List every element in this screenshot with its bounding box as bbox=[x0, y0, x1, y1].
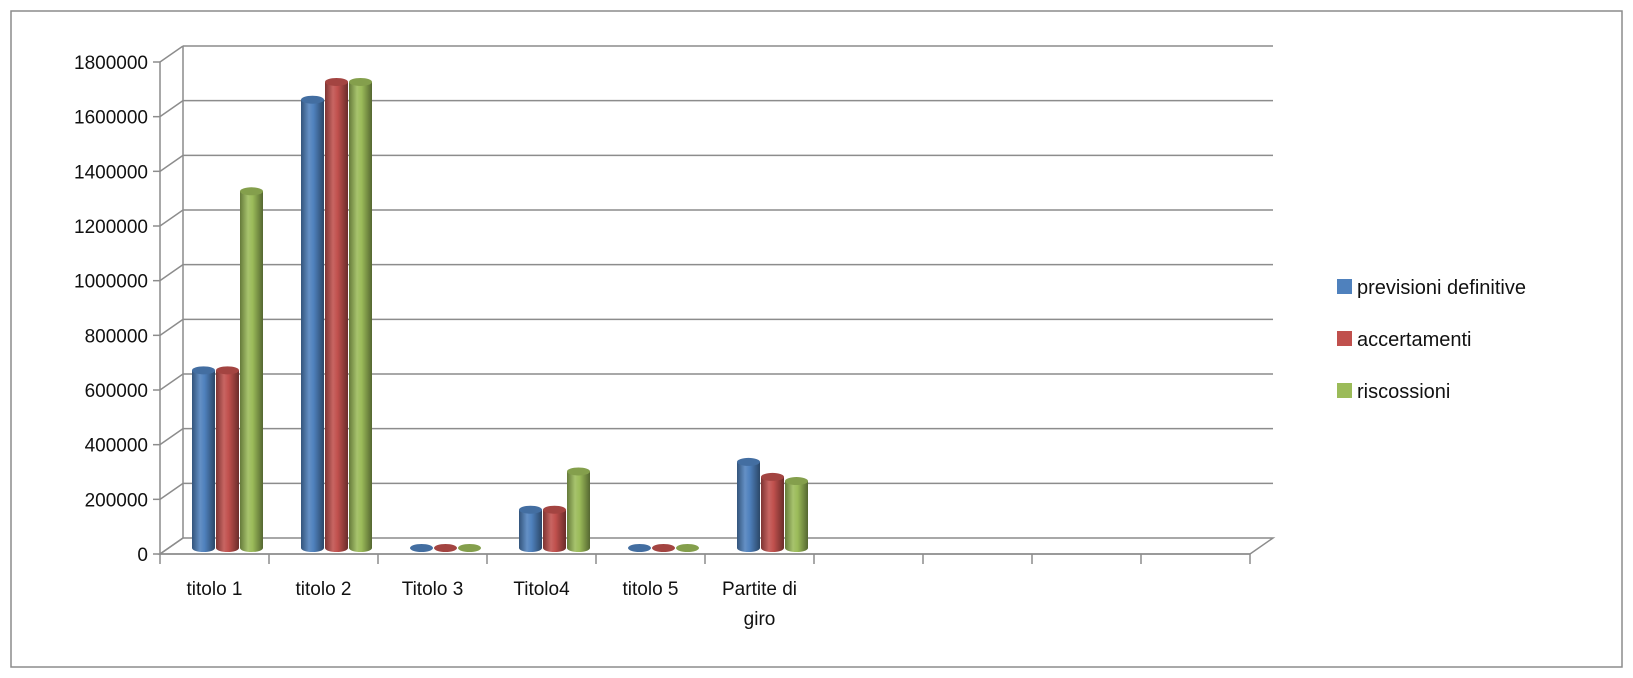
bar-previsioni-definitive-4 bbox=[628, 544, 651, 552]
y-tick-label: 1400000 bbox=[74, 162, 148, 183]
x-category-label: titolo 1 bbox=[187, 579, 243, 600]
bar-accertamenti-1 bbox=[325, 77, 348, 552]
bar-top bbox=[737, 457, 760, 466]
bar-body bbox=[519, 509, 542, 552]
bar-body bbox=[240, 191, 263, 553]
bar-body bbox=[567, 471, 590, 552]
bar-previsioni-definitive-2 bbox=[410, 544, 433, 552]
gridline-diagonal bbox=[159, 482, 184, 500]
gridline-diagonal bbox=[159, 318, 184, 336]
bar-top bbox=[543, 505, 566, 514]
y-tick-label: 800000 bbox=[85, 326, 148, 347]
y-tick-label: 400000 bbox=[85, 436, 148, 457]
bar-top bbox=[192, 366, 215, 375]
bar-top bbox=[761, 472, 784, 481]
legend-label: accertamenti bbox=[1357, 329, 1472, 351]
bar-riscossioni-3 bbox=[567, 467, 590, 552]
x-category-label: Partite di bbox=[722, 579, 797, 600]
bar-body bbox=[785, 481, 808, 552]
bar-riscossioni-0 bbox=[240, 187, 263, 553]
x-category-label: titolo 2 bbox=[296, 579, 352, 600]
legend-item: riscossioni bbox=[1337, 381, 1450, 403]
bar-body bbox=[325, 81, 348, 552]
bar-top bbox=[301, 95, 324, 104]
bar-top bbox=[216, 366, 239, 375]
bar-top bbox=[325, 77, 348, 86]
gridline-diagonal bbox=[159, 100, 184, 118]
legend-swatch bbox=[1337, 331, 1352, 346]
bar-accertamenti-5 bbox=[761, 472, 784, 552]
y-tick-label: 1000000 bbox=[74, 272, 148, 293]
bar-accertamenti-4 bbox=[652, 544, 675, 552]
legend-label: previsioni definitive bbox=[1357, 277, 1526, 299]
bar-top bbox=[434, 544, 457, 552]
gridline-diagonal bbox=[159, 209, 184, 227]
bar-top bbox=[240, 187, 263, 196]
legend-swatch bbox=[1337, 279, 1352, 294]
bar-accertamenti-2 bbox=[434, 544, 457, 552]
bar-previsioni-definitive-1 bbox=[301, 95, 324, 552]
bar-accertamenti-0 bbox=[216, 366, 239, 552]
axis-labels: 0 200000 400000 600000 800000 1000000 1200000 1… bbox=[74, 53, 797, 630]
gridline-diagonal bbox=[159, 373, 184, 391]
y-tick-label: 1800000 bbox=[74, 53, 148, 74]
x-category-label: giro bbox=[744, 609, 776, 630]
y-tick-label: 1600000 bbox=[74, 108, 148, 129]
x-category-label: titolo 5 bbox=[623, 579, 679, 600]
bar-top bbox=[458, 544, 481, 552]
legend-swatch bbox=[1337, 383, 1352, 398]
bar-top bbox=[652, 544, 675, 552]
gridline-diagonal bbox=[159, 264, 184, 282]
bar-top bbox=[676, 544, 699, 552]
gridline-diagonal bbox=[159, 428, 184, 446]
bar-top bbox=[410, 544, 433, 552]
legend: previsioni definitive accertamenti riscoss… bbox=[1337, 277, 1526, 403]
bar-riscossioni-1 bbox=[349, 77, 372, 552]
y-tick-label: 1200000 bbox=[74, 217, 148, 238]
bar-body bbox=[301, 99, 324, 552]
bar-riscossioni-2 bbox=[458, 544, 481, 552]
bar-riscossioni-5 bbox=[785, 477, 808, 552]
legend-item: accertamenti bbox=[1337, 329, 1472, 351]
bars bbox=[192, 77, 808, 553]
x-category-label: Titolo 3 bbox=[402, 579, 464, 600]
bar-top bbox=[567, 467, 590, 476]
y-tick-label: 200000 bbox=[85, 490, 148, 511]
bar-body bbox=[349, 81, 372, 552]
bar-top bbox=[519, 505, 542, 514]
gridline-diagonal bbox=[159, 537, 184, 555]
bar-previsioni-definitive-0 bbox=[192, 366, 215, 552]
bar-accertamenti-3 bbox=[543, 505, 566, 552]
gridline-diagonal bbox=[159, 154, 184, 172]
bar-body bbox=[216, 370, 239, 552]
bar-previsioni-definitive-5 bbox=[737, 457, 760, 552]
bar-top bbox=[349, 77, 372, 86]
y-tick-label: 600000 bbox=[85, 381, 148, 402]
y-tick-label: 0 bbox=[137, 545, 148, 566]
bar-previsioni-definitive-3 bbox=[519, 505, 542, 552]
axes bbox=[153, 46, 1251, 564]
bar-top bbox=[628, 544, 651, 552]
bar-riscossioni-4 bbox=[676, 544, 699, 552]
bar-body bbox=[737, 461, 760, 552]
legend-label: riscossioni bbox=[1357, 381, 1450, 403]
bar-top bbox=[785, 477, 808, 486]
bar-body bbox=[761, 476, 784, 552]
legend-item: previsioni definitive bbox=[1337, 277, 1526, 299]
gridline-diagonal bbox=[159, 45, 184, 63]
x-category-label: Titolo4 bbox=[513, 579, 570, 600]
bar-body bbox=[543, 509, 566, 552]
chart-border bbox=[10, 10, 1623, 668]
bar-body bbox=[192, 370, 215, 552]
